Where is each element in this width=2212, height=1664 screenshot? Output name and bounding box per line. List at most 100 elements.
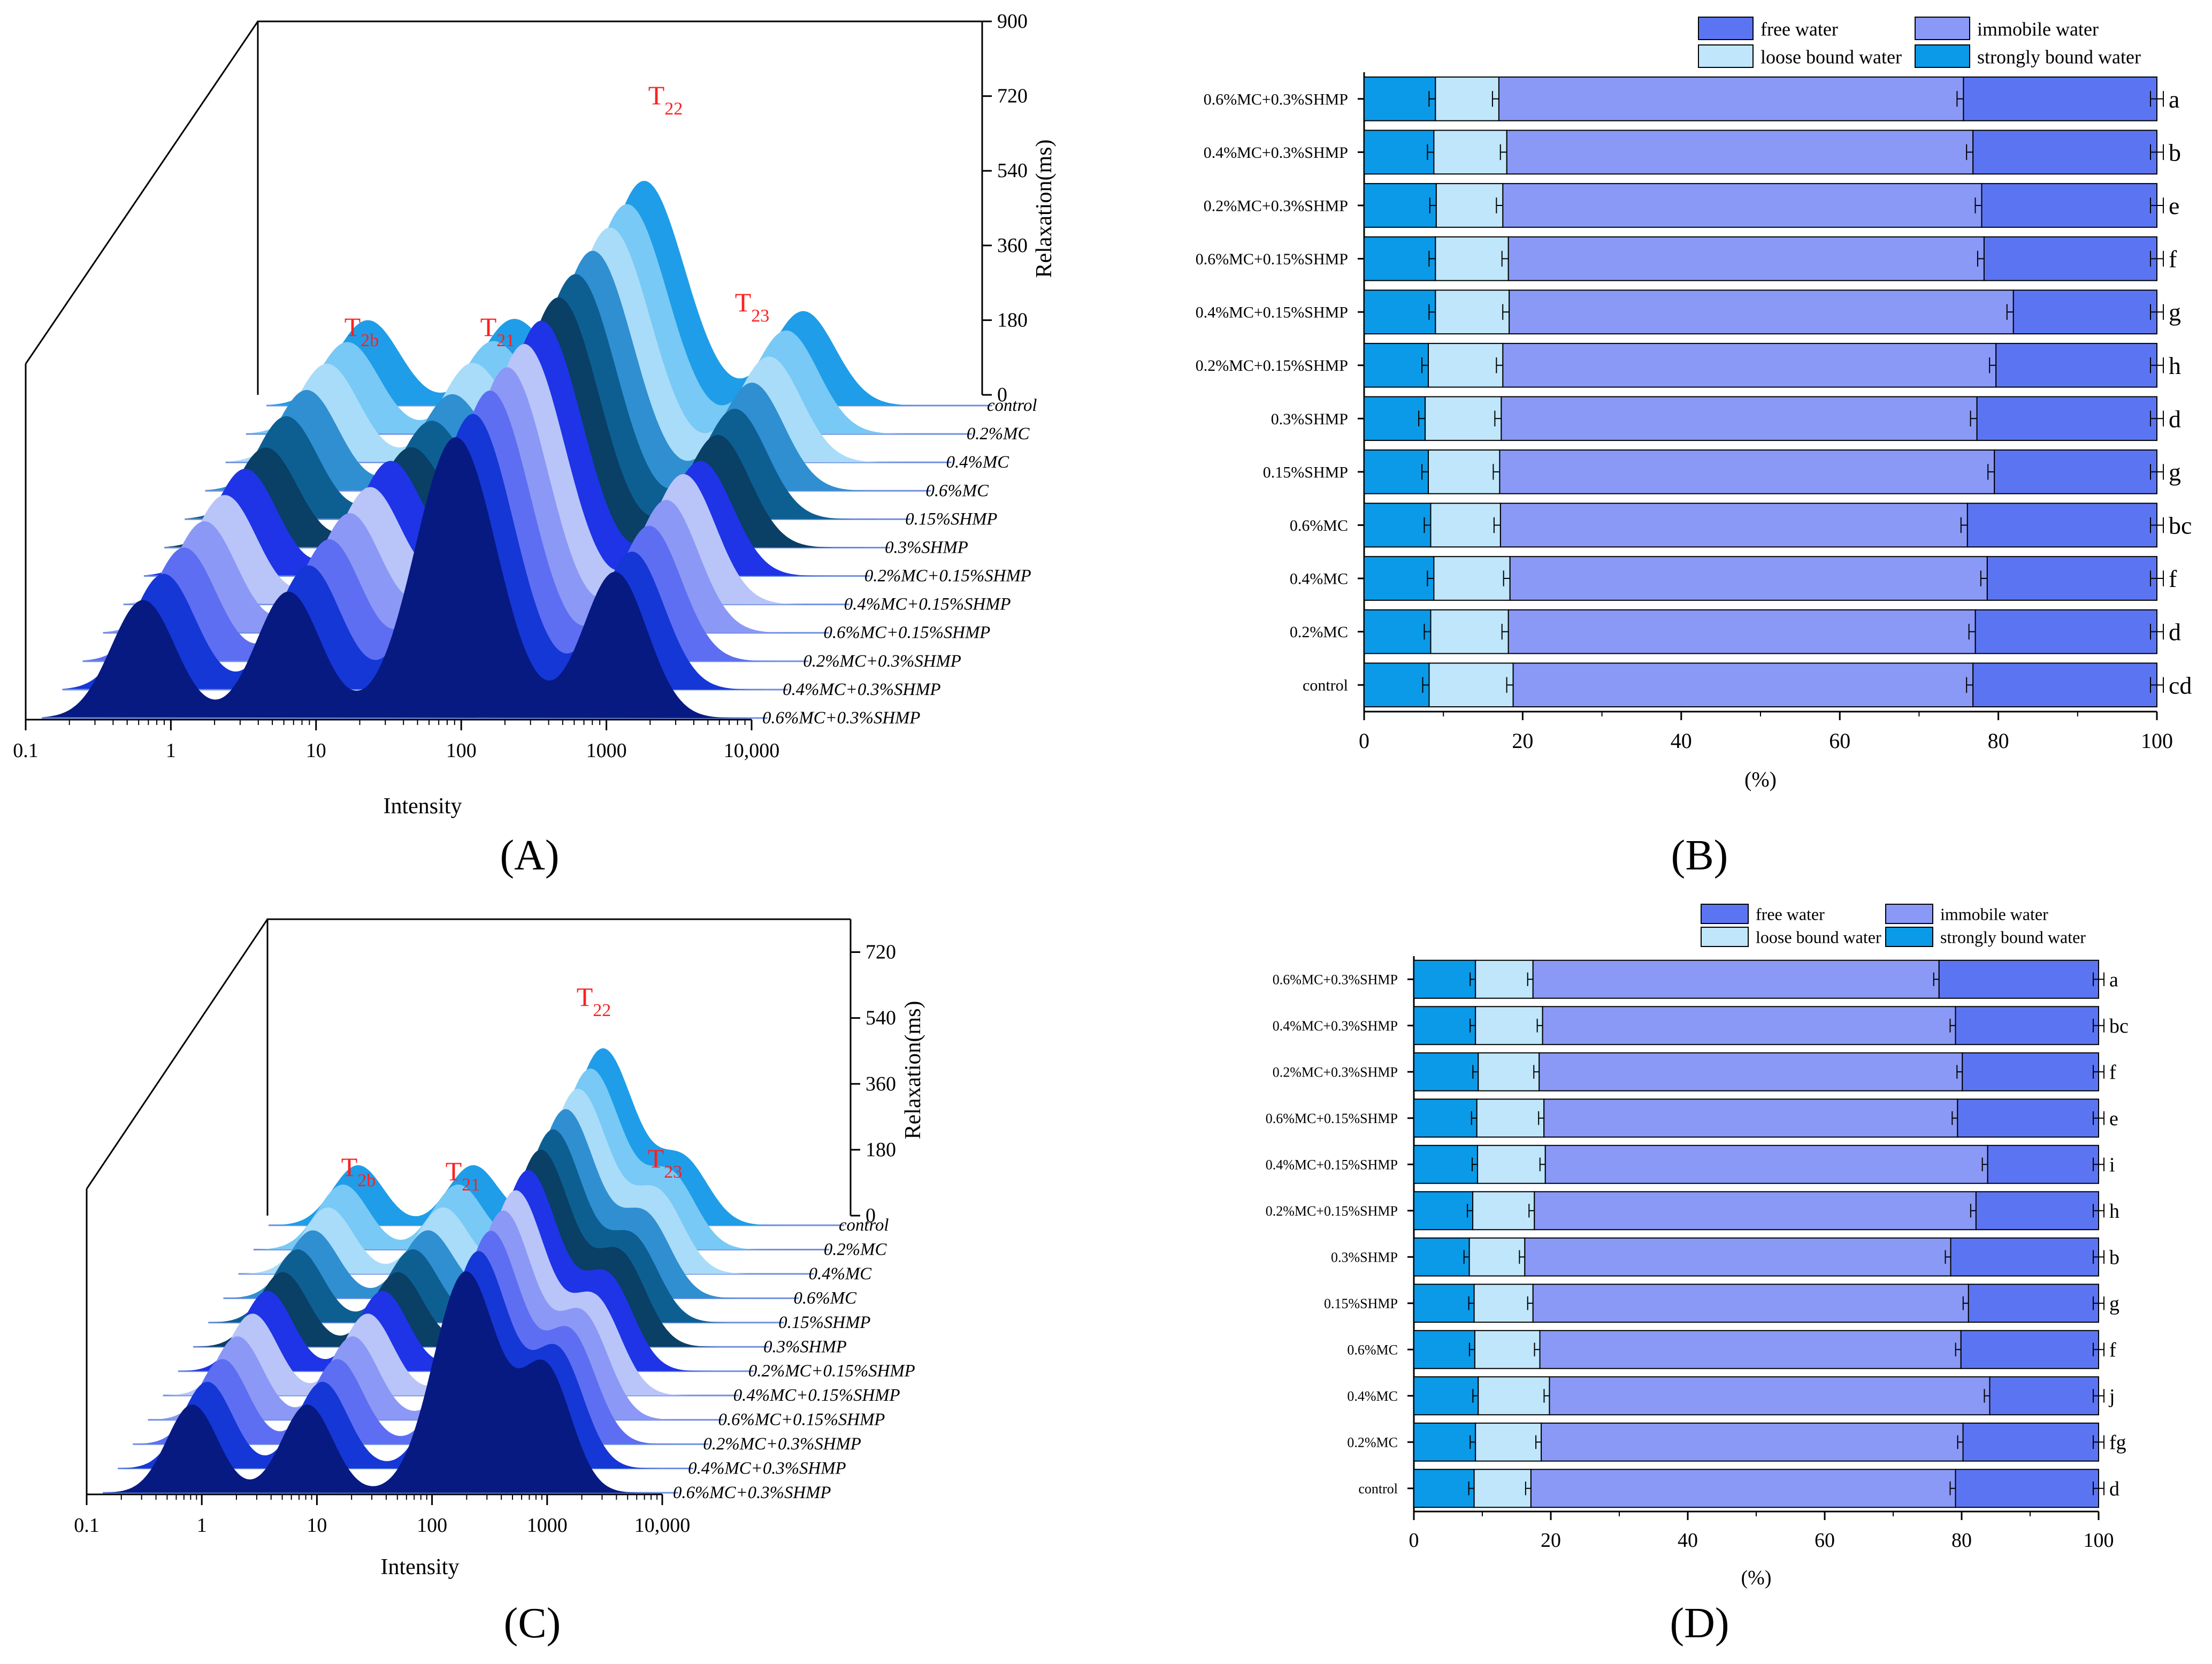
sample-label-0-2-mc-0-3-shmp: 0.2%MC+0.3%SHMP (803, 652, 961, 671)
category-label-0-15-shmp: 0.15%SHMP (1263, 463, 1348, 481)
z-tick-label: 180 (997, 309, 1028, 331)
bar-loose-bound-water-0-15-shmp (1473, 1284, 1534, 1323)
bar-strongly-bound-water-0-4-mc (1364, 556, 1435, 601)
bar-loose-bound-water-0-2-mc (1475, 1422, 1542, 1462)
significance-letter: f (2109, 1062, 2116, 1084)
peak-label-t22: T22 (577, 982, 611, 1020)
bar-free-water-0-6-mc (1966, 502, 2157, 548)
sample-label-0-6-mc-0-15-shmp: 0.6%MC+0.15%SHMP (718, 1410, 885, 1430)
panel-b-water-distribution-chart: 020406080100(%)0.6%MC+0.3%SHMPbiefa0.4%M… (1196, 17, 2192, 879)
category-label-0-2-mc-0-15-shmp: 0.2%MC+0.15%SHMP (1266, 1203, 1398, 1219)
category-label-0-6-mc-0-3-shmp: 0.6%MC+0.3%SHMP (1204, 90, 1348, 108)
bar-free-water-0-6-mc-0-15-shmp (1983, 236, 2158, 281)
bar-loose-bound-water-0-2-mc-0-3-shmp (1478, 1052, 1540, 1091)
sample-label-0-6-mc-0-3-shmp: 0.6%MC+0.3%SHMP (673, 1483, 831, 1502)
sample-label-0-6-mc-0-3-shmp: 0.6%MC+0.3%SHMP (762, 708, 920, 728)
legend-label-immobile-water: immobile water (1977, 18, 2099, 40)
category-label-0-2-mc-0-3-shmp: 0.2%MC+0.3%SHMP (1204, 197, 1348, 215)
bar-loose-bound-water-0-6-mc (1474, 1330, 1541, 1369)
z-tick-label: 0 (997, 384, 1007, 406)
legend-swatch-strongly-bound-water (1915, 44, 1970, 68)
bar-free-water-0-4-mc-0-3-shmp (1972, 129, 2158, 175)
peak-label-t23: T23 (648, 1143, 683, 1182)
significance-letter: h (2109, 1200, 2119, 1223)
bar-free-water-0-4-mc-0-15-shmp (2012, 289, 2158, 334)
category-label-0-2-mc: 0.2%MC (1347, 1434, 1398, 1450)
x-tick-label: 80 (1988, 729, 2009, 753)
category-label-control: control (1358, 1481, 1398, 1497)
bar-free-water-0-3-shmp (1950, 1237, 2100, 1277)
x-tick-label: 40 (1671, 729, 1692, 753)
legend-swatch-free-water (1698, 17, 1754, 40)
bar-immobile-water-0-6-mc-0-3-shmp (1532, 959, 1940, 999)
significance-letter: b (2109, 1247, 2119, 1269)
significance-letter: d (2109, 1478, 2119, 1500)
z-tick-label: 0 (866, 1204, 876, 1227)
panel-c-3d-relaxation-chart: 0 180 360 540 720 Relaxation(ms) control 0.2%MC… (74, 918, 925, 1647)
depth-edge-top (86, 919, 269, 1189)
significance-letter: g (2169, 299, 2181, 326)
x-tick-label: 1000 (586, 739, 627, 762)
significance-letter: f (2109, 1339, 2116, 1362)
bar-immobile-water-0-2-mc-0-3-shmp (1539, 1052, 1963, 1091)
bar-loose-bound-water-0-4-mc-0-3-shmp (1433, 129, 1507, 175)
bar-immobile-water-0-2-mc-0-3-shmp (1502, 183, 1983, 228)
bar-loose-bound-water-0-3-shmp (1425, 396, 1502, 441)
panel-label: (C) (504, 1600, 561, 1647)
bar-immobile-water-0-6-mc-0-15-shmp (1507, 236, 1985, 281)
panel-label: (D) (1670, 1600, 1729, 1647)
peak-label-t2b: T2b (341, 1152, 376, 1190)
legend-swatch-immobile-water (1885, 904, 1933, 924)
significance-letter: f (2169, 246, 2177, 273)
significance-letter: cd (2169, 671, 2192, 699)
x-tick-label: 1 (197, 1514, 207, 1537)
category-label-0-4-mc: 0.4%MC (1290, 570, 1348, 588)
category-label-control: control (1303, 677, 1348, 694)
category-label-0-6-mc-0-3-shmp: 0.6%MC+0.3%SHMP (1273, 972, 1398, 987)
bar-immobile-water-control (1530, 1469, 1956, 1508)
sample-label-0-2-mc: 0.2%MC (824, 1240, 887, 1259)
bar-strongly-bound-water-0-2-mc (1364, 609, 1432, 654)
sample-label-0-15-shmp: 0.15%SHMP (778, 1313, 870, 1332)
category-label-0-3-shmp: 0.3%SHMP (1271, 410, 1348, 428)
bar-loose-bound-water-0-3-shmp (1468, 1237, 1526, 1277)
category-label-0-6-mc-0-15-shmp: 0.6%MC+0.15%SHMP (1266, 1111, 1398, 1126)
intensity-axis-title: Intensity (384, 794, 462, 819)
category-label-0-6-mc: 0.6%MC (1290, 517, 1348, 535)
category-label-0-6-mc-0-15-shmp: 0.6%MC+0.15%SHMP (1196, 250, 1348, 268)
bar-free-water-0-6-mc-0-3-shmp (1963, 76, 2158, 121)
bar-immobile-water-0-4-mc-0-15-shmp (1509, 289, 2014, 334)
intensity-axis-title: Intensity (381, 1555, 460, 1579)
curve-0-4-mc (238, 1089, 814, 1274)
bar-free-water-0-4-mc (1989, 1376, 2099, 1416)
bar-strongly-bound-water-0-6-mc-0-3-shmp (1413, 959, 1476, 999)
bar-immobile-water-0-4-mc-0-15-shmp (1544, 1144, 1988, 1184)
bar-strongly-bound-water-0-2-mc (1413, 1422, 1476, 1462)
significance-letter: i (2109, 1154, 2115, 1177)
bar-loose-bound-water-0-6-mc-0-15-shmp (1435, 236, 1509, 281)
legend-label-strongly-bound-water: strongly bound water (1977, 46, 2141, 67)
bar-free-water-0-2-mc-0-15-shmp (1975, 1191, 2099, 1231)
bar-strongly-bound-water-0-6-mc (1413, 1330, 1475, 1369)
legend-swatch-immobile-water (1915, 17, 1970, 40)
x-tick-label: 80 (1951, 1529, 1972, 1552)
legend-swatch-free-water (1701, 904, 1749, 924)
panel-label: (B) (1671, 832, 1728, 879)
significance-letter: g (2109, 1293, 2119, 1315)
bar-free-water-control (1972, 662, 2158, 708)
x-tick-label: 20 (1512, 729, 1533, 753)
category-label-0-15-shmp: 0.15%SHMP (1324, 1296, 1398, 1311)
bar-free-water-control (1955, 1469, 2099, 1508)
z-tick-label: 180 (866, 1139, 896, 1161)
bar-free-water-0-15-shmp (1968, 1284, 2100, 1323)
bar-strongly-bound-water-0-2-mc-0-15-shmp (1364, 342, 1429, 388)
bar-free-water-0-6-mc-0-15-shmp (1957, 1098, 2100, 1138)
bar-immobile-water-0-3-shmp (1524, 1237, 1951, 1277)
bar-loose-bound-water-0-4-mc (1433, 556, 1511, 601)
bar-loose-bound-water-control (1473, 1469, 1532, 1508)
bar-strongly-bound-water-0-15-shmp (1364, 449, 1429, 494)
bar-strongly-bound-water-0-4-mc (1413, 1376, 1479, 1416)
x-tick-label: 20 (1541, 1529, 1561, 1552)
bar-immobile-water-0-4-mc-0-3-shmp (1506, 129, 1974, 175)
